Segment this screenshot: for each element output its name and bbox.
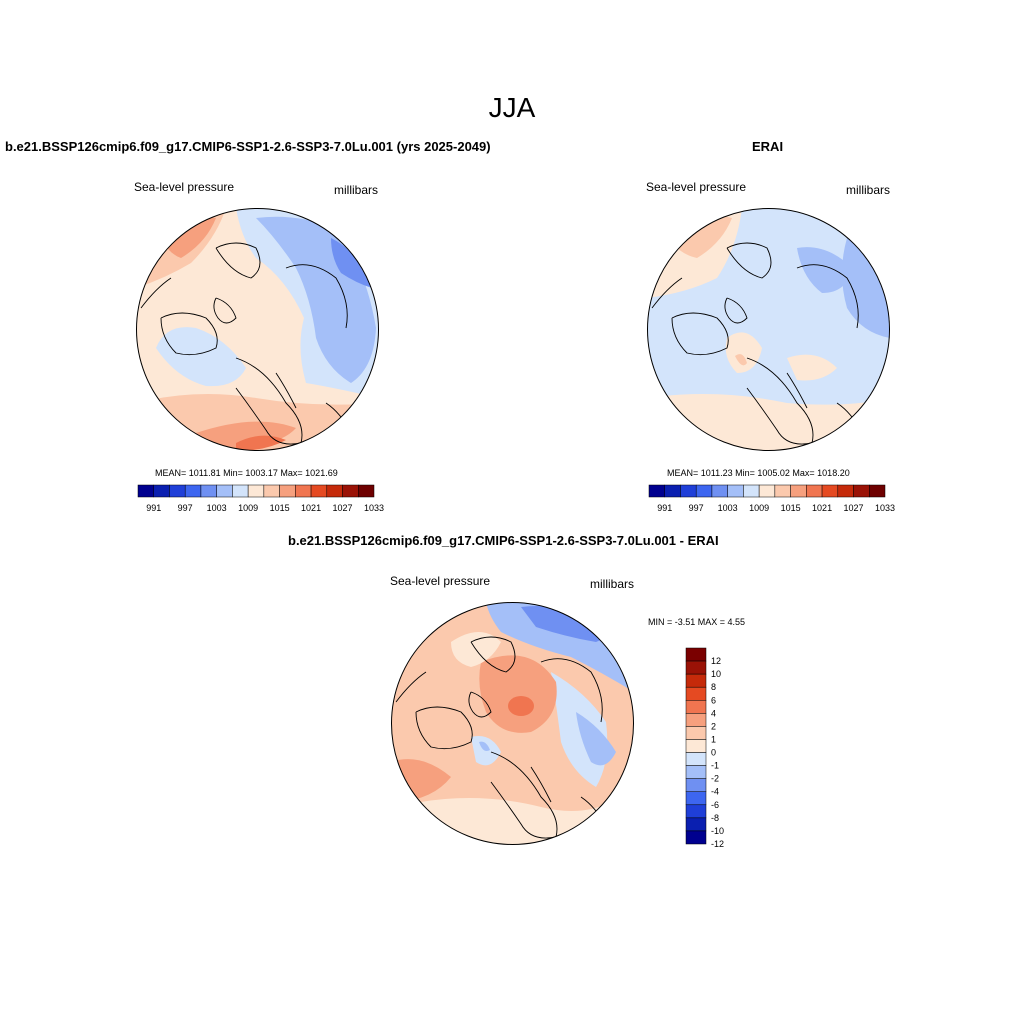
colorbar-swatch bbox=[137, 484, 154, 498]
colorbar-tick-label: 1 bbox=[711, 734, 716, 744]
colorbar-swatch bbox=[232, 484, 249, 498]
colorbar-swatch bbox=[279, 484, 296, 498]
colorbar-swatch bbox=[685, 713, 707, 727]
colorbar-tick-label: 12 bbox=[711, 656, 721, 666]
model-variable-label: Sea-level pressure bbox=[134, 180, 235, 194]
colorbar-swatch bbox=[326, 484, 343, 498]
obs-polar-map bbox=[647, 208, 890, 451]
colorbar-tick-label: 991 bbox=[657, 503, 672, 513]
colorbar-swatch bbox=[263, 484, 280, 498]
colorbar-tick-label: 1003 bbox=[207, 503, 227, 513]
colorbar-tick-label: 1021 bbox=[812, 503, 832, 513]
model-panel-title: b.e21.BSSP126cmip6.f09_g17.CMIP6-SSP1-2.… bbox=[5, 139, 491, 154]
obs-variable-label: Sea-level pressure bbox=[646, 180, 747, 194]
colorbar-swatch bbox=[869, 484, 886, 498]
colorbar-swatch bbox=[184, 484, 202, 498]
diff-units-label: millibars bbox=[590, 577, 635, 591]
colorbar-swatch bbox=[680, 484, 697, 498]
colorbar-tick-label: 1003 bbox=[718, 503, 738, 513]
colorbar-tick-label: -1 bbox=[711, 761, 719, 771]
page-title: JJA bbox=[488, 92, 536, 123]
colorbar-swatch bbox=[727, 484, 744, 498]
colorbar-tick-label: -6 bbox=[711, 800, 719, 810]
diff-stats: MIN = -3.51 MAX = 4.55 bbox=[648, 617, 746, 627]
colorbar-swatch bbox=[695, 484, 713, 498]
colorbar-swatch bbox=[685, 817, 707, 832]
obs-units-label: millibars bbox=[846, 183, 891, 197]
colorbar-swatch bbox=[685, 765, 707, 779]
obs-panel-title: ERAI bbox=[752, 139, 784, 154]
colorbar-tick-label: 1027 bbox=[844, 503, 864, 513]
colorbar-swatch bbox=[295, 484, 312, 498]
colorbar-tick-label: 8 bbox=[711, 682, 716, 692]
diff-panel-title: b.e21.BSSP126cmip6.f09_g17.CMIP6-SSP1-2.… bbox=[288, 533, 719, 548]
obs-colorbar: 991 997 1003 1009 1015 1021 1027 1033 bbox=[648, 484, 895, 513]
colorbar-swatch bbox=[790, 484, 807, 498]
colorbar-tick-label: 0 bbox=[711, 748, 716, 758]
colorbar-swatch bbox=[711, 484, 728, 498]
diff-polar-map bbox=[391, 602, 634, 845]
model-stats: MEAN= 1011.81 Min= 1003.17 Max= 1021.69 bbox=[155, 468, 338, 478]
colorbar-swatch bbox=[821, 484, 839, 498]
diff-variable-label: Sea-level pressure bbox=[390, 574, 491, 588]
colorbar-swatch bbox=[685, 778, 707, 792]
colorbar-swatch bbox=[685, 804, 707, 819]
colorbar-swatch bbox=[837, 484, 854, 498]
colorbar-swatch bbox=[685, 791, 707, 806]
colorbar-tick-label: -4 bbox=[711, 787, 719, 797]
colorbar-tick-label: 997 bbox=[178, 503, 193, 513]
colorbar-tick-label: 1015 bbox=[781, 503, 801, 513]
model-polar-map bbox=[136, 208, 379, 451]
colorbar-swatch bbox=[774, 484, 791, 498]
colorbar-tick-label: 1021 bbox=[301, 503, 321, 513]
colorbar-swatch bbox=[342, 484, 359, 498]
colorbar-tick-label: 6 bbox=[711, 695, 716, 705]
colorbar-swatch bbox=[685, 700, 707, 714]
colorbar-swatch bbox=[247, 484, 265, 498]
model-units-label: millibars bbox=[334, 183, 379, 197]
colorbar-swatch bbox=[310, 484, 328, 498]
colorbar-tick-label: 1009 bbox=[749, 503, 769, 513]
colorbar-swatch bbox=[169, 484, 186, 498]
colorbar-tick-label: 991 bbox=[146, 503, 161, 513]
colorbar-swatch bbox=[758, 484, 776, 498]
colorbar-swatch bbox=[200, 484, 217, 498]
colorbar-swatch bbox=[806, 484, 823, 498]
colorbar-tick-label: 1033 bbox=[875, 503, 895, 513]
colorbar-swatch bbox=[216, 484, 233, 498]
colorbar-swatch bbox=[853, 484, 870, 498]
colorbar-tick-label: -12 bbox=[711, 839, 724, 849]
model-colorbar: 991 997 1003 1009 1015 1021 1027 1033 bbox=[137, 484, 384, 513]
colorbar-swatch bbox=[685, 726, 707, 740]
colorbar-swatch bbox=[648, 484, 665, 498]
colorbar-swatch bbox=[664, 484, 681, 498]
colorbar-tick-label: -2 bbox=[711, 774, 719, 784]
colorbar-swatch bbox=[685, 752, 707, 766]
colorbar-tick-label: 1015 bbox=[270, 503, 290, 513]
colorbar-swatch bbox=[685, 660, 707, 675]
colorbar-tick-label: 1033 bbox=[364, 503, 384, 513]
colorbar-tick-label: 1027 bbox=[333, 503, 353, 513]
colorbar-swatch bbox=[685, 647, 707, 662]
colorbar-swatch bbox=[153, 484, 170, 498]
colorbar-tick-label: 4 bbox=[711, 708, 716, 718]
colorbar-tick-label: -10 bbox=[711, 826, 724, 836]
colorbar-tick-label: 2 bbox=[711, 721, 716, 731]
colorbar-tick-label: 1009 bbox=[238, 503, 258, 513]
colorbar-swatch bbox=[743, 484, 760, 498]
colorbar-tick-label: -8 bbox=[711, 813, 719, 823]
colorbar-tick-label: 997 bbox=[689, 503, 704, 513]
obs-stats: MEAN= 1011.23 Min= 1005.02 Max= 1018.20 bbox=[667, 468, 850, 478]
colorbar-swatch bbox=[685, 673, 707, 688]
colorbar-swatch bbox=[685, 739, 707, 753]
colorbar-swatch bbox=[358, 484, 375, 498]
colorbar-swatch bbox=[685, 686, 707, 701]
colorbar-swatch bbox=[685, 830, 707, 845]
colorbar-tick-label: 10 bbox=[711, 669, 721, 679]
